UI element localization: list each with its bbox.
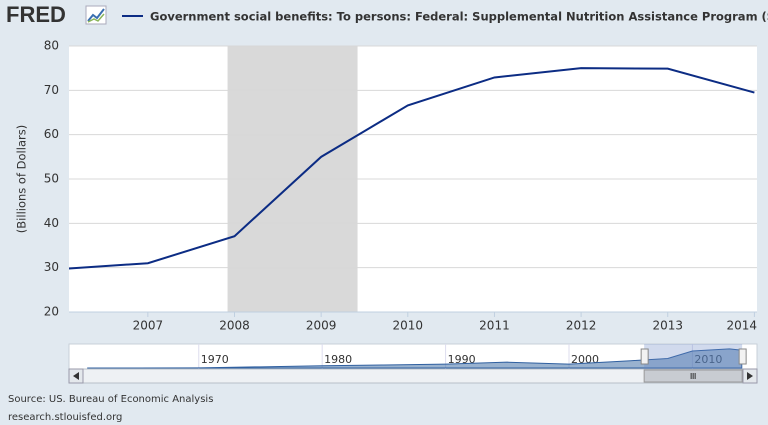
x-tick-label: 2010 <box>393 319 424 333</box>
y-tick-label: 70 <box>44 83 59 97</box>
scroll-left-arrow <box>73 372 79 380</box>
logo: FRED <box>6 2 66 27</box>
scroll-right-arrow <box>747 372 753 380</box>
logo-icon <box>85 5 107 25</box>
x-tick-label: 2012 <box>566 319 597 333</box>
navigator-handle[interactable] <box>738 348 747 365</box>
source-url[interactable]: research.stlouisfed.org <box>8 412 122 423</box>
navigator-selection <box>644 344 743 369</box>
data-line <box>69 67 755 270</box>
y-tick-label: 20 <box>44 305 59 319</box>
navigator-handle[interactable] <box>640 348 649 365</box>
y-tick-label: 30 <box>44 260 59 274</box>
x-tick-label: 2007 <box>133 319 164 333</box>
navigator-area <box>87 348 743 369</box>
source: Source: US. Bureau of Economic Analysis <box>8 394 213 405</box>
navigator-tick-label: 1980 <box>324 353 352 366</box>
y-tick-label: 40 <box>44 216 59 230</box>
navigator[interactable]: 19701980199020002010 <box>68 343 758 384</box>
y-tick-label: 80 <box>44 39 59 53</box>
navigator-tick-label: 1990 <box>448 353 476 366</box>
x-tick-label: 2013 <box>652 319 683 333</box>
legend-label: Government social benefits: To persons: … <box>150 10 768 24</box>
x-tick-label: 2014 <box>726 319 757 333</box>
x-tick-label: 2011 <box>479 319 510 333</box>
x-tick-label: 2009 <box>306 319 337 333</box>
y-tick-label: 50 <box>44 172 59 186</box>
y-axis-label: (Billions of Dollars) <box>15 125 29 233</box>
y-tick-label: 60 <box>44 127 59 141</box>
x-tick-label: 2008 <box>219 319 250 333</box>
navigator-tick-label: 1970 <box>201 353 229 366</box>
